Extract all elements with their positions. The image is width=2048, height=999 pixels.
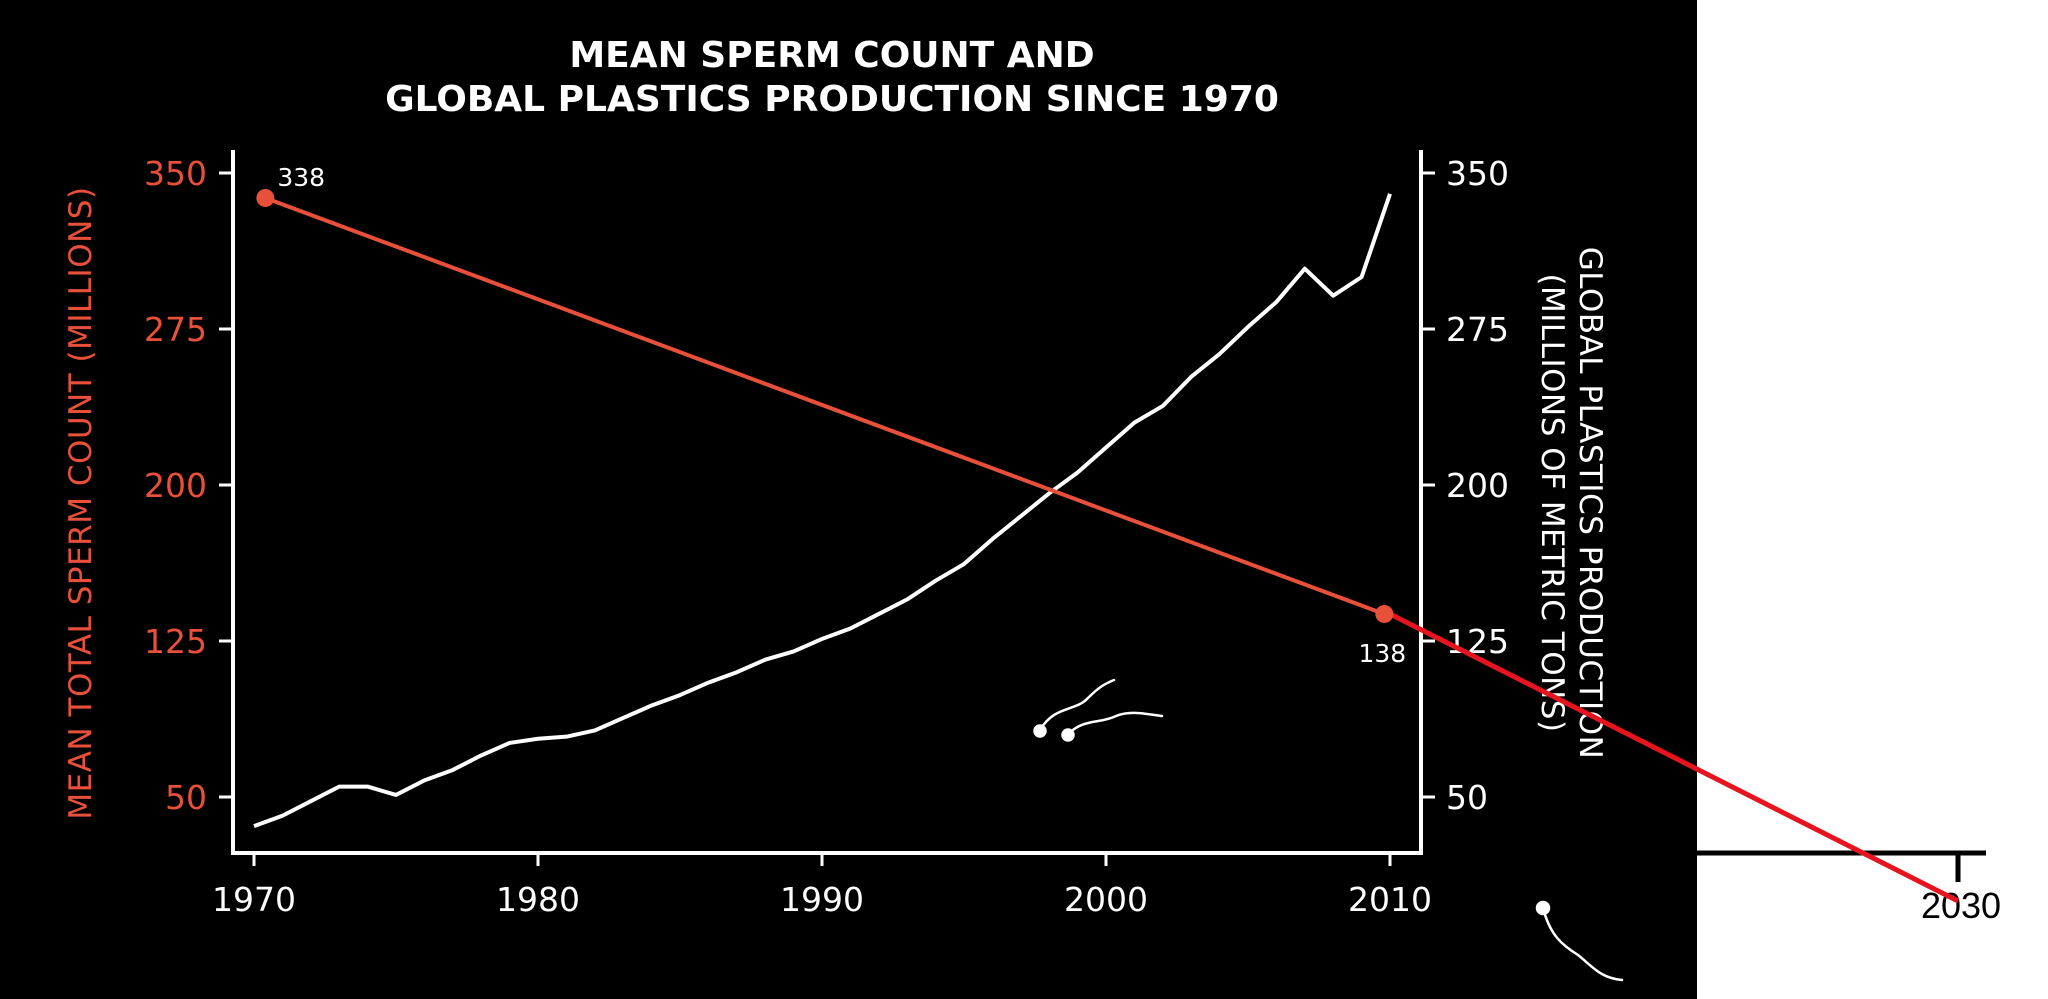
sperm-corner-icon [1535, 900, 1624, 982]
sperm-doodle-icon [1033, 678, 1164, 742]
x-tick-label: 1990 [780, 880, 864, 919]
y-left-tick-label: 200 [144, 466, 207, 505]
y-left-axis-title: MEAN TOTAL SPERM COUNT (MILLIONS) [63, 186, 99, 819]
sperm-count-line [264, 196, 1386, 616]
y-left-tick-label: 350 [144, 154, 207, 193]
axes [231, 150, 1986, 882]
y-right-axis-title-line-2: (MILLIONS OF METRIC TONS) [1534, 273, 1570, 732]
sperm-count-end-point [1375, 604, 1394, 623]
x-tick-label: 2010 [1348, 880, 1432, 919]
y-right-tick-label: 275 [1446, 310, 1509, 349]
y-right-axis-title-line-1: GLOBAL PLASTICS PRODUCTION [1572, 247, 1608, 760]
y-right-tick-label: 50 [1446, 778, 1488, 817]
x-tick-label: 1970 [212, 880, 296, 919]
plastics-production-line [253, 193, 1392, 828]
x-tick-label: 2000 [1064, 880, 1148, 919]
y-right-tick-label: 200 [1446, 466, 1509, 505]
y-right-tick-label: 125 [1446, 622, 1509, 661]
x-tick-label: 1980 [496, 880, 580, 919]
y-left-tick-label: 275 [144, 310, 207, 349]
sperm-count-extrapolation-line [1388, 611, 1960, 904]
chart-title-line-1: MEAN SPERM COUNT AND [569, 35, 1094, 76]
y-right-tick-label: 350 [1446, 154, 1509, 193]
chart-title-line-2: GLOBAL PLASTICS PRODUCTION SINCE 1970 [385, 79, 1279, 120]
tick-labels: 50 125 200 275 350 50 125 200 275 350 1970 1980 1990… [144, 154, 2001, 926]
sperm-count-start-label: 338 [277, 163, 325, 192]
sperm-count-end-label: 138 [1358, 639, 1406, 668]
sperm-count-start-point [256, 188, 275, 207]
y-left-tick-label: 125 [144, 622, 207, 661]
y-left-tick-label: 50 [165, 778, 207, 817]
chart-panel-background [0, 0, 1697, 999]
series-layer: 338 138 [253, 163, 1960, 904]
x-extension-tick-label: 2030 [1921, 885, 2001, 926]
